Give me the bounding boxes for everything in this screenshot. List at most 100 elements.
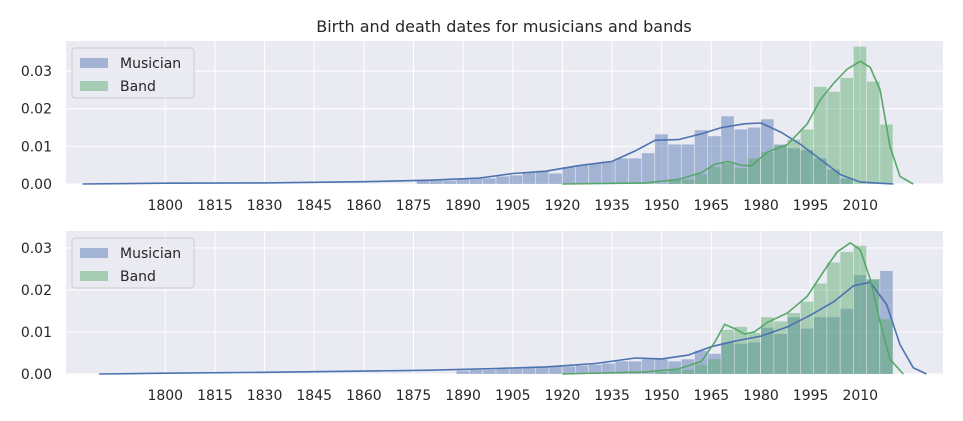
histogram-bar — [813, 283, 827, 374]
x-tick-label: 1800 — [147, 198, 183, 214]
histogram-bar — [549, 173, 562, 184]
histogram-bar — [747, 158, 761, 184]
histogram-bar — [641, 153, 655, 184]
x-tick-label: 1875 — [396, 198, 432, 214]
legend-label-band: Band — [120, 79, 156, 95]
panel-1: 1800 1815 1830 1845 1860 1875 1890 1905 1920 1935… — [21, 41, 943, 214]
histogram-bar — [668, 369, 681, 374]
histogram-bar — [615, 361, 629, 374]
x-tick-label: 1890 — [445, 198, 481, 214]
x-tick-label: 1905 — [495, 388, 531, 404]
chart-title: Birth and death dates for musicians and … — [316, 17, 691, 36]
histogram-bar — [602, 363, 615, 374]
histogram-bar — [760, 152, 774, 184]
histogram-bar — [694, 364, 708, 374]
y-tick-label: 0.02 — [21, 283, 52, 299]
histogram-bar — [535, 170, 549, 184]
panel-2: 1800 1815 1830 1845 1860 1875 1890 1905 1920 1935… — [21, 231, 943, 404]
x-tick-label: 2010 — [842, 198, 878, 214]
histogram-bar — [853, 275, 867, 374]
legend-label-musician: Musician — [120, 246, 181, 262]
histogram-bar — [496, 368, 509, 374]
legend-swatch-band — [80, 81, 108, 91]
x-tick-label: 1815 — [197, 198, 233, 214]
kde-line-band — [562, 241, 904, 375]
histogram-bar — [760, 317, 774, 374]
histogram-bar — [721, 163, 734, 184]
histogram-bar — [522, 367, 536, 374]
x-tick-label: 1995 — [793, 388, 829, 404]
plot-area — [66, 41, 943, 184]
x-tick-label: 1845 — [296, 388, 332, 404]
x-tick-label: 1950 — [644, 388, 680, 404]
histogram-bar — [628, 361, 642, 374]
x-tick-label: 1845 — [296, 198, 332, 214]
series-musician-bars — [416, 116, 854, 184]
histogram-bar — [787, 139, 801, 184]
kde-line-band — [562, 60, 914, 185]
histogram-bar — [469, 178, 483, 184]
legend-box — [71, 237, 195, 289]
histogram-bar — [880, 124, 893, 184]
histogram-bar — [721, 342, 734, 374]
histogram-bar — [549, 366, 562, 374]
histogram-bar — [813, 86, 827, 184]
histogram-bar — [840, 308, 854, 374]
histogram-bar — [416, 180, 430, 184]
histogram-bar — [760, 327, 774, 374]
histogram-bar — [721, 329, 734, 374]
histogram-bar — [430, 180, 443, 184]
x-tick-label: 1905 — [495, 198, 531, 214]
legend-swatch-band — [80, 271, 108, 281]
histogram-bar — [588, 364, 602, 374]
histogram-bar — [800, 328, 814, 374]
histogram-bar — [774, 145, 787, 184]
histogram-bar — [681, 369, 695, 374]
histogram-bar — [747, 127, 761, 184]
histogram-bar — [443, 180, 456, 184]
histogram-bar — [827, 91, 840, 184]
panels: 1800 1815 1830 1845 1860 1875 1890 1905 1920 1935… — [21, 41, 943, 404]
histogram-bar — [774, 144, 787, 184]
y-tick-label: 0.03 — [21, 241, 52, 257]
histogram-bar — [800, 129, 814, 184]
series-band-bars — [668, 46, 893, 184]
histogram-bar — [734, 168, 748, 184]
y-tick-label: 0.00 — [21, 367, 52, 383]
histogram-bar — [708, 359, 721, 374]
histogram-bar — [681, 144, 695, 184]
histogram-bar — [668, 144, 681, 184]
x-tick-label: 1860 — [346, 198, 382, 214]
x-tick-label: 1965 — [694, 388, 730, 404]
histogram-bar — [456, 179, 470, 184]
histogram-bar — [668, 361, 681, 374]
y-tick-label: 0.01 — [21, 325, 52, 341]
histogram-bar — [509, 175, 523, 184]
histogram-bar — [641, 359, 655, 374]
histogram-bar — [880, 270, 893, 374]
histogram-bar — [681, 179, 695, 184]
x-tick-label: 1935 — [594, 198, 630, 214]
histogram-bar — [747, 332, 761, 374]
histogram-bar — [655, 134, 668, 184]
histogram-bar — [655, 371, 668, 374]
x-tick-label: 1920 — [545, 198, 581, 214]
histogram-bar — [813, 317, 827, 374]
y-tick-label: 0.03 — [21, 64, 52, 80]
x-tick-label: 1875 — [396, 388, 432, 404]
histogram-bar — [708, 136, 721, 184]
histogram-bar — [562, 167, 576, 184]
legend-label-musician: Musician — [120, 56, 181, 72]
y-tick-label: 0.02 — [21, 102, 52, 118]
histogram-bar — [575, 165, 589, 184]
x-tick-label: 1800 — [147, 388, 183, 404]
plot-area — [66, 231, 943, 374]
histogram-bar — [813, 158, 827, 184]
legend-swatch-musician — [80, 58, 108, 68]
histogram-bar — [469, 369, 483, 374]
x-tick-label: 1830 — [247, 198, 283, 214]
histogram-bar — [721, 116, 734, 184]
x-tick-label: 1860 — [346, 388, 382, 404]
histogram-bar — [734, 129, 748, 184]
